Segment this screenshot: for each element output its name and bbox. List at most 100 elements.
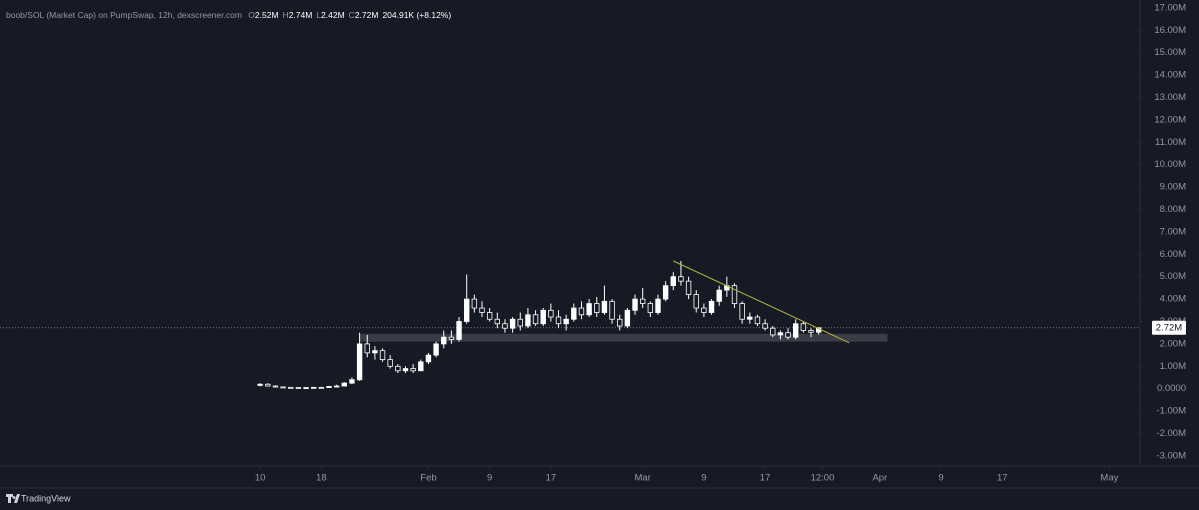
candle-body xyxy=(555,316,562,325)
candle-body xyxy=(441,336,447,345)
candle-body xyxy=(662,285,669,300)
candle-body xyxy=(448,336,455,340)
y-tick-label: 12.00M xyxy=(1154,114,1186,125)
candle-body xyxy=(647,303,654,313)
candle-body xyxy=(379,350,386,360)
x-tick-label: 10 xyxy=(255,473,266,484)
y-tick-label: 6.00M xyxy=(1160,249,1186,260)
candle-body xyxy=(685,280,692,296)
candle-body xyxy=(257,383,263,386)
candle-body xyxy=(425,354,432,363)
y-tick-label: 4.00M xyxy=(1160,294,1186,305)
candle-body xyxy=(433,343,439,356)
candle-body xyxy=(793,323,799,338)
candle-body xyxy=(632,298,638,311)
legend-value: 2.74M xyxy=(288,10,313,20)
candle-body xyxy=(532,314,539,325)
candle-body xyxy=(800,323,807,331)
candle-body xyxy=(578,307,585,316)
symbol: boob/SOL (Market Cap) on PumpSwap, 12h, … xyxy=(6,10,242,20)
candle-body xyxy=(670,276,676,287)
support-zone xyxy=(359,333,888,342)
candle-body xyxy=(265,383,271,387)
candle-body xyxy=(402,368,409,372)
candle-body xyxy=(310,386,317,389)
x-tick-label: Feb xyxy=(420,473,436,484)
y-tick-label: -2.00M xyxy=(1156,428,1186,439)
candle-body xyxy=(525,314,531,327)
x-tick-label: 17 xyxy=(546,473,557,484)
x-tick-label: 18 xyxy=(316,473,327,484)
candle-body xyxy=(280,386,286,389)
y-tick-label: 11.00M xyxy=(1155,137,1186,148)
tradingview-logo xyxy=(6,494,20,503)
candle-body xyxy=(548,309,554,318)
branding: TradingView xyxy=(21,493,71,503)
candle-body xyxy=(395,365,401,372)
legend-value: 2.42M xyxy=(321,10,345,20)
legend-value: 2.72M xyxy=(354,10,379,20)
x-tick-label: May xyxy=(1100,473,1118,484)
candle-body xyxy=(770,327,776,336)
candle-body xyxy=(303,387,309,389)
x-tick-label: 9 xyxy=(938,473,943,484)
candle-body xyxy=(762,323,768,329)
candle-body xyxy=(295,387,302,389)
candle-body xyxy=(693,294,699,309)
candle-body xyxy=(479,307,485,313)
candle-body xyxy=(639,298,646,304)
y-tick-label: 7.00M xyxy=(1160,226,1186,237)
y-tick-label: 1.00M xyxy=(1160,361,1186,372)
candle-body xyxy=(655,298,661,313)
candle-body xyxy=(701,307,707,313)
x-tick-label: 12:00 xyxy=(811,473,835,484)
y-tick-label: 16.00M xyxy=(1154,25,1186,36)
candle-body xyxy=(318,386,325,389)
candle-body xyxy=(747,316,753,320)
y-tick-label: 14.00M xyxy=(1154,70,1186,81)
candle-body xyxy=(364,343,370,354)
candle-body xyxy=(808,330,814,333)
legend: boob/SOL (Market Cap) on PumpSwap, 12h, … xyxy=(6,10,451,20)
y-tick-label: 10.00M xyxy=(1154,159,1186,170)
candle-body xyxy=(739,303,745,320)
candle-body xyxy=(372,350,378,354)
candle-body xyxy=(272,385,279,388)
candle-body xyxy=(754,316,761,325)
candle-body xyxy=(617,318,623,327)
candle-body xyxy=(349,379,355,384)
x-tick-label: Mar xyxy=(634,473,650,484)
y-tick-label: 2.00M xyxy=(1160,338,1186,349)
legend-change: 204.91K (+8.12%) xyxy=(382,10,452,20)
candle-body xyxy=(517,318,523,327)
candle-body xyxy=(464,298,470,322)
candle-body xyxy=(326,386,332,388)
candle-body xyxy=(594,303,600,313)
candle-body xyxy=(456,321,462,340)
candle-body xyxy=(509,318,516,329)
candle-body xyxy=(777,332,784,336)
candle-body xyxy=(471,298,478,309)
candle-body xyxy=(563,318,569,325)
candle-body xyxy=(609,300,615,320)
y-tick-label: 8.00M xyxy=(1160,204,1186,215)
candle-body xyxy=(341,382,347,387)
trendline xyxy=(673,260,850,344)
legend-value: 2.52M xyxy=(254,10,279,20)
legend-key: L xyxy=(316,10,322,20)
y-tick-label: 13.00M xyxy=(1154,92,1186,103)
candle-body xyxy=(624,309,631,327)
x-tick-label: 17 xyxy=(997,473,1008,484)
candle-body xyxy=(678,276,684,282)
legend-key: O xyxy=(248,10,255,20)
candle-body xyxy=(731,285,738,304)
candle-body xyxy=(494,318,501,325)
y-tick-label: 0.0000 xyxy=(1157,383,1186,394)
y-tick-label: -1.00M xyxy=(1156,406,1186,417)
candle-body xyxy=(571,307,577,320)
x-tick-label: 9 xyxy=(701,473,706,484)
candle-body xyxy=(418,361,424,372)
candle-body xyxy=(333,385,340,388)
candle-body xyxy=(540,309,546,325)
